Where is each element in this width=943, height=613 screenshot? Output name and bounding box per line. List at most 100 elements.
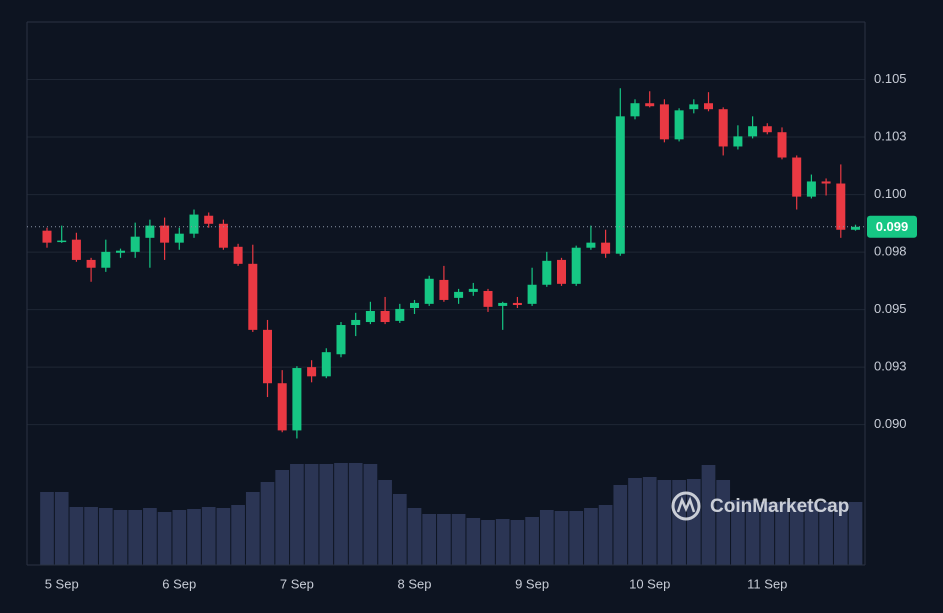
volume-bar [598,505,613,565]
volume-bar [539,510,554,565]
volume-bar [260,482,275,565]
candle-body [704,103,713,110]
candle-body [483,290,493,307]
volume-bar [466,518,481,565]
volume-bar [819,502,833,565]
volume-bar [407,508,422,565]
watermark-text: CoinMarketCap [710,496,849,517]
candle-body [718,109,728,147]
volume-bar [760,502,775,565]
candle-body [86,259,96,268]
candle-body [145,225,155,238]
volume-bar [304,464,319,565]
volume-bar [495,519,510,565]
y-tick-label: 0.103 [874,128,907,143]
candle-body [116,250,125,253]
candle-body [321,352,331,377]
volume-bar [584,508,598,565]
volume-bar [128,510,143,565]
candle-body [674,110,684,140]
y-tick-label: 0.095 [874,301,907,316]
watermark-logo [671,491,701,521]
volume-bar [701,465,716,565]
volume-bar [54,492,69,565]
x-tick-label: 10 Sep [629,576,670,591]
volume-bar [642,477,657,565]
candle-body [689,104,699,110]
volume-bar [348,463,363,565]
candle-body [557,259,566,284]
x-tick-label: 11 Sep [747,576,787,591]
volume-bar [848,502,863,565]
volume-bar [245,492,260,565]
candle-body [836,183,846,230]
candle-body [351,319,361,326]
volume-bar [657,480,672,565]
volume-bar [113,510,128,565]
x-tick-label: 6 Sep [162,576,196,591]
x-tick-label: 7 Sep [280,576,314,591]
volume-bar [378,480,392,565]
y-tick-label: 0.105 [874,71,907,86]
x-tick-label: 5 Sep [45,576,79,591]
candle-body [277,383,287,431]
volume-bar [716,480,731,565]
candle-body [174,233,184,243]
candle-body [263,329,272,384]
candle-body [821,181,831,184]
candle-body [659,104,669,140]
candle-body [468,288,478,292]
candle-body [454,291,464,298]
candle-body [380,310,390,323]
volume-bar [745,500,760,565]
volume-bar [481,520,495,565]
candle-body [160,225,170,243]
volume-bar [392,494,407,565]
last-price-label: 0.099 [876,219,909,234]
y-tick-label: 0.093 [874,359,907,374]
candle-body [762,126,772,133]
candle-body [542,260,552,285]
y-tick-label: 0.090 [874,416,907,431]
candle-body [733,136,743,147]
candle-body [248,263,258,330]
volume-bar [187,509,201,565]
volume-bar [363,464,378,565]
volume-bar [789,502,804,565]
volume-bar [143,508,157,565]
candle-body [410,302,419,308]
volume-bar [275,470,290,565]
volume-bar [628,478,642,565]
volume-bar [451,514,466,565]
candle-body [57,240,67,243]
volume-bar [157,512,172,565]
volume-bar [334,463,348,565]
candle-body [204,215,214,224]
watermark-logo-mark [676,496,696,513]
candle-body [601,242,611,254]
candle-body [424,278,434,304]
y-tick-label: 0.100 [874,186,907,201]
watermark: CoinMarketCap [671,491,849,521]
candle-body [792,157,802,197]
volume-bar [216,508,231,565]
volume-bar [613,485,628,565]
candle-body [615,116,625,254]
candle-body [748,126,758,137]
candle-body [586,242,596,248]
candle-body [336,325,346,355]
x-tick-label: 8 Sep [398,576,432,591]
candle-body [527,284,537,304]
candle-body [189,214,199,234]
volume-bar [290,464,304,565]
candle-body [806,181,816,197]
volume-bar [437,514,451,565]
candle-body [395,308,405,321]
candle-body [292,368,302,431]
volume-bar [554,511,569,565]
candle-body [571,247,581,284]
candle-body [218,223,228,248]
volume-bar [804,502,819,565]
x-tick-label: 9 Sep [515,576,549,591]
